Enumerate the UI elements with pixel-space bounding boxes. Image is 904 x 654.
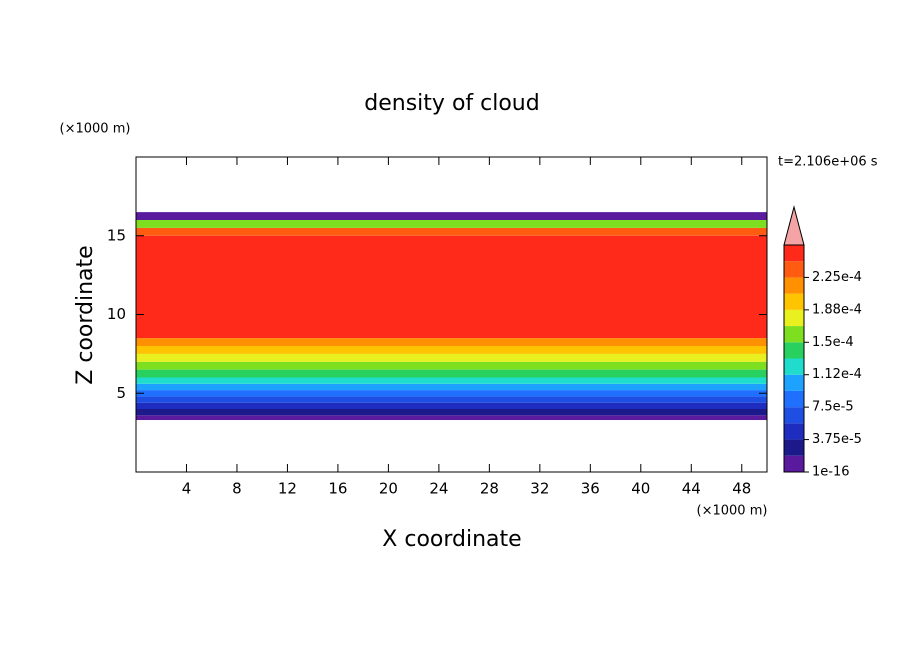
contour-band <box>136 377 767 384</box>
x-tick-label: 16 <box>328 480 347 498</box>
colorbar-frame <box>783 244 805 473</box>
colorbar-tick-label: 1.5e-4 <box>812 335 854 350</box>
x-tick-label: 20 <box>379 480 398 498</box>
contour-band <box>136 361 767 370</box>
colorbar-tick-label: 3.75e-5 <box>812 432 862 447</box>
colorbar-tick-label: 1.12e-4 <box>812 367 862 382</box>
chart-title: density of cloud <box>364 91 539 116</box>
contour-band <box>136 390 767 397</box>
x-tick-label: 24 <box>429 480 448 498</box>
colorbar-cell <box>784 342 804 359</box>
colorbar-cell <box>784 293 804 310</box>
colorbar-tick-label: 1.88e-4 <box>812 302 862 317</box>
contour-band <box>136 212 767 220</box>
x-tick-label: 32 <box>530 480 549 498</box>
colorbar-cell <box>784 245 804 262</box>
colorbar-tick-label: 1e-16 <box>812 465 850 480</box>
y-axis-label: Z coordinate <box>73 245 98 384</box>
colorbar-cell <box>784 390 804 408</box>
colorbar-extend <box>783 205 805 246</box>
colorbar-tick-label: 2.25e-4 <box>812 270 862 285</box>
x-tick-label: 4 <box>182 480 192 498</box>
colorbar-cell <box>784 439 804 456</box>
colorbar-cell <box>784 261 804 278</box>
time-label: t=2.106e+06 s <box>778 155 878 170</box>
colorbar-cell <box>784 374 804 391</box>
contour-band <box>136 227 767 236</box>
y-tick-label: 15 <box>107 226 126 244</box>
contour-band <box>136 346 767 354</box>
colorbar-cell <box>784 277 804 294</box>
x-tick-label: 28 <box>480 480 499 498</box>
colorbar-cell <box>784 309 804 327</box>
colorbar-cell <box>784 358 804 375</box>
colorbar-cell <box>784 326 804 343</box>
y-tick-label: 10 <box>107 305 126 323</box>
contour-band <box>136 383 767 391</box>
x-tick-label: 48 <box>732 480 751 498</box>
colorbar-cell <box>784 407 804 424</box>
y-unit: (×1000 m) <box>60 122 131 137</box>
x-unit: (×1000 m) <box>697 504 768 519</box>
contour-band <box>136 402 767 409</box>
y-tick-label: 5 <box>116 384 126 402</box>
x-tick-label: 8 <box>232 480 242 498</box>
contour-band <box>136 409 767 416</box>
colorbar-cell <box>784 423 804 440</box>
x-tick-label: 44 <box>682 480 701 498</box>
colorbar-cell <box>784 455 804 472</box>
contour-band <box>136 353 767 362</box>
x-tick-label: 40 <box>631 480 650 498</box>
contour-band <box>136 369 767 378</box>
x-tick-label: 36 <box>581 480 600 498</box>
contour-band <box>136 220 767 228</box>
contour-band <box>136 396 767 403</box>
colorbar-tick-label: 7.5e-5 <box>812 400 854 415</box>
contour-band <box>136 338 767 346</box>
x-axis-label: X coordinate <box>382 527 521 552</box>
contour-band <box>136 235 767 339</box>
contour-band <box>136 415 767 421</box>
x-tick-label: 12 <box>278 480 297 498</box>
